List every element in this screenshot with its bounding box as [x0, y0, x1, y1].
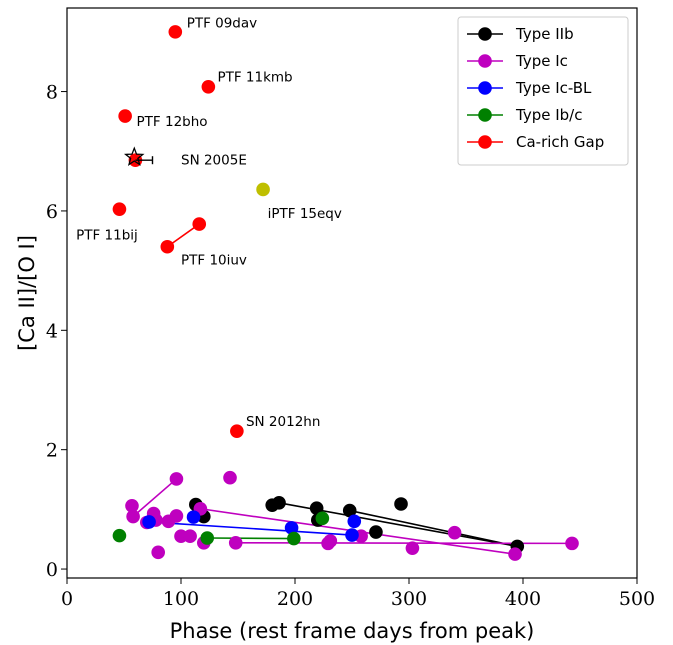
data-point [565, 536, 579, 551]
data-point [112, 202, 127, 216]
legend-marker [478, 135, 492, 149]
data-point [284, 521, 299, 535]
legend-entry: Ca-rich Gap [516, 133, 604, 151]
data-point [315, 511, 330, 526]
series-line [132, 478, 177, 518]
legend-entry: Type Ic [515, 52, 568, 70]
data-point [230, 424, 244, 438]
data-point [200, 531, 215, 545]
legend: Type IIb Type Ic Type Ic-BL Type Ib/c Ca-ric… [457, 16, 629, 166]
x-tick-label: 200 [277, 588, 313, 610]
data-point [394, 497, 408, 511]
series-line [149, 521, 353, 536]
data-point [272, 495, 286, 510]
x-tick-label: 400 [505, 588, 541, 610]
point-annotation: PTF 11kmb [217, 69, 292, 85]
data-point [126, 509, 140, 524]
axis-ticks: 0 100 200 300 400 500 0 2 4 6 8 [46, 82, 655, 610]
data-point [256, 182, 270, 197]
x-tick-label: 500 [619, 588, 655, 610]
x-tick-label: 300 [391, 588, 427, 610]
data-point [347, 514, 362, 529]
data-point [287, 531, 301, 546]
point-annotation: PTF 09dav [187, 16, 257, 32]
data-point [160, 239, 175, 254]
data-point [169, 509, 184, 523]
legend-marker [478, 54, 492, 68]
data-point [118, 109, 132, 123]
data-point [508, 547, 522, 561]
data-point [112, 528, 127, 543]
legend-marker [478, 108, 492, 122]
data-point [228, 535, 243, 550]
data-point [169, 472, 184, 486]
y-tick-label: 8 [46, 82, 58, 104]
y-tick-label: 6 [46, 201, 58, 223]
data-point [405, 541, 420, 555]
data-points [112, 25, 579, 561]
legend-marker [478, 81, 492, 95]
series-line [207, 537, 294, 540]
x-tick-label: 0 [61, 588, 73, 610]
point-annotation: PTF 12bho [137, 114, 208, 130]
data-point [369, 525, 383, 539]
data-point [345, 528, 359, 542]
data-point [183, 529, 197, 544]
legend-entry: Type Ic-BL [515, 79, 592, 97]
point-annotations: PTF 09dav PTF 11kmb PTF 12bho SN 2005E iPTF … [76, 16, 342, 430]
x-axis-label: Phase (rest frame days from peak) [170, 619, 535, 643]
point-annotation: PTF 11bij [76, 228, 138, 244]
legend-marker [478, 27, 492, 41]
data-point [168, 25, 183, 39]
data-point [142, 515, 156, 529]
y-axis-label: [Ca II]/[O I] [15, 235, 39, 351]
point-annotation: SN 2012hn [246, 414, 320, 430]
point-annotation: iPTF 15eqv [268, 206, 342, 222]
legend-entry: Type IIb [515, 25, 574, 43]
data-point [151, 545, 165, 560]
legend-box [457, 16, 629, 166]
data-point [201, 79, 216, 94]
point-annotation: SN 2005E [181, 152, 247, 168]
legend-entry: Type Ib/c [515, 106, 582, 124]
data-point [125, 498, 139, 513]
series-line [349, 509, 518, 548]
x-tick-label: 100 [163, 588, 199, 610]
data-point [342, 503, 357, 518]
data-point [323, 534, 338, 548]
data-point [192, 217, 207, 231]
data-point [309, 501, 324, 515]
star-marker [123, 146, 145, 167]
y-tick-label: 4 [46, 320, 58, 342]
data-point [447, 525, 462, 540]
data-point [223, 470, 237, 485]
y-tick-label: 0 [46, 559, 58, 581]
plot-frame [66, 7, 638, 579]
data-point [186, 510, 201, 524]
point-annotation: PTF 10iuv [181, 253, 247, 269]
y-tick-label: 2 [46, 440, 58, 462]
